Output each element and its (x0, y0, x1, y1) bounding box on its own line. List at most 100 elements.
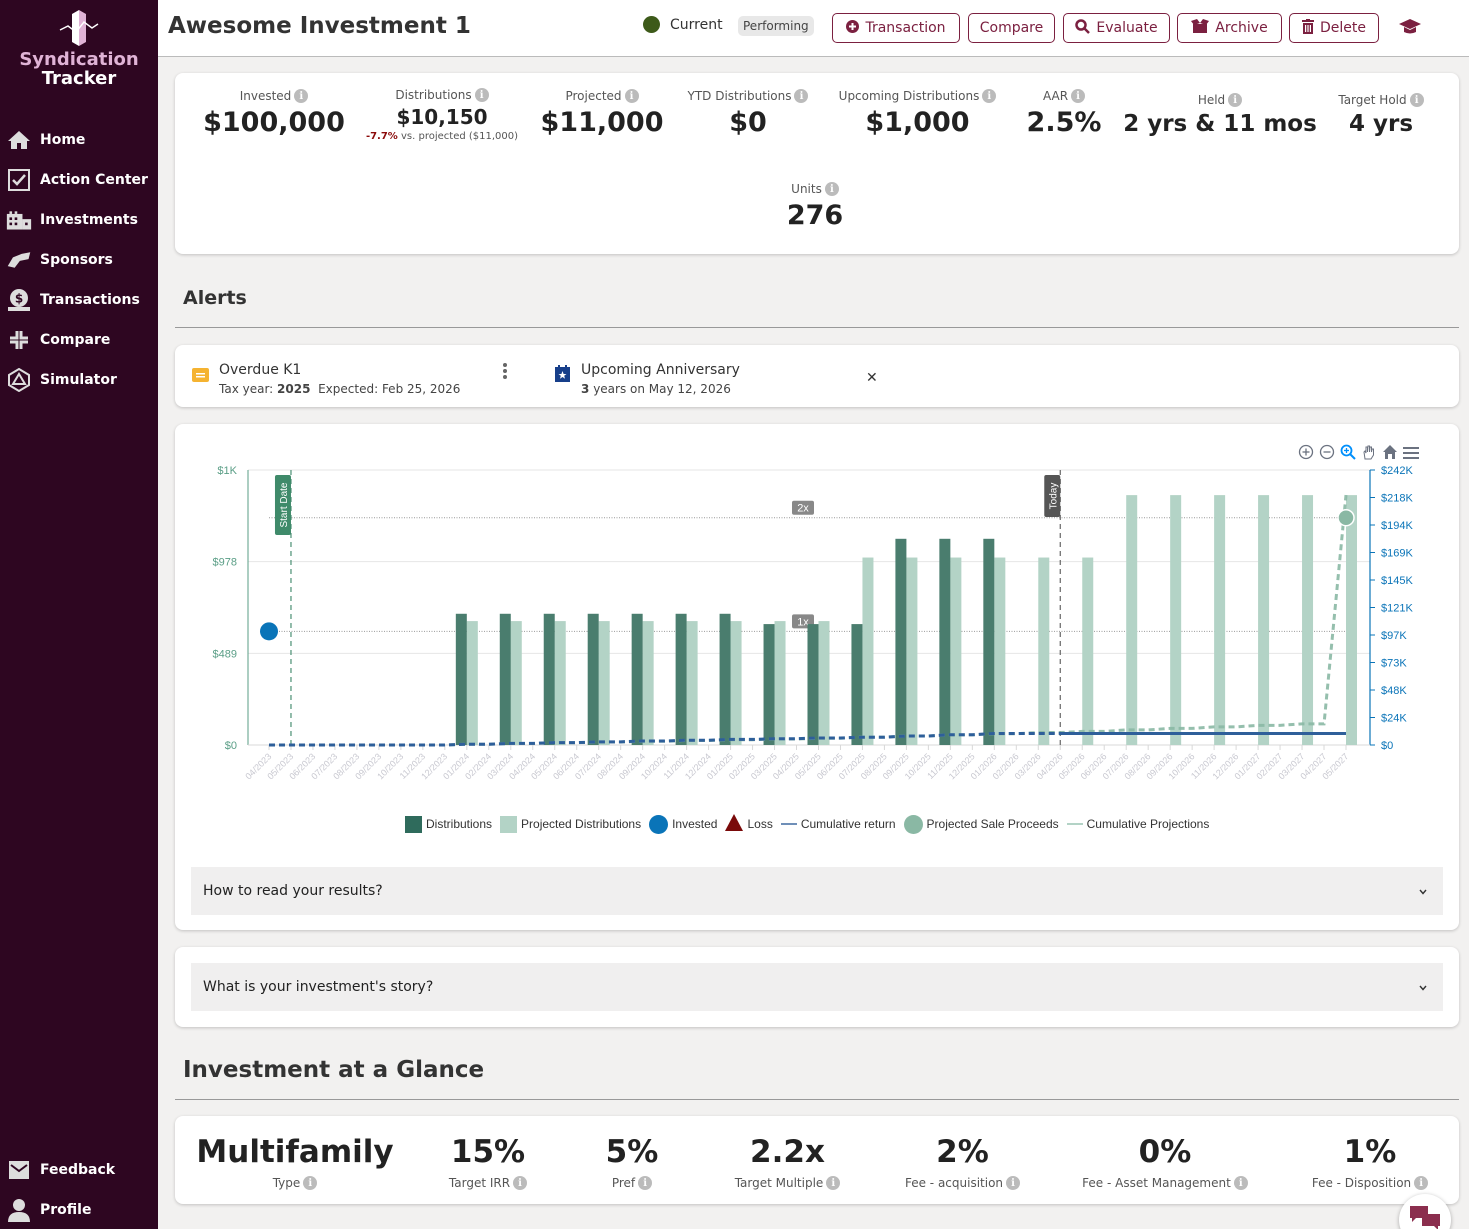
legend-line-icon (1066, 823, 1083, 825)
status-label: Current (670, 16, 723, 33)
stat-value: $11,000 (540, 107, 664, 138)
sidebar-nav: Home Action Center Investments Sponsors … (0, 120, 158, 400)
alert-overdue-k1[interactable]: Overdue K1 Tax year: 2025 Expected: Feb … (219, 362, 460, 396)
calendar-star-icon (555, 365, 570, 386)
info-icon[interactable]: i (624, 89, 639, 103)
kebab-menu-icon[interactable] (502, 362, 508, 384)
distribution-bar (543, 613, 555, 745)
distribution-bar (763, 624, 775, 745)
info-icon[interactable]: i (826, 1176, 841, 1190)
selection-zoom-icon[interactable] (1340, 444, 1356, 464)
info-icon[interactable]: i (294, 89, 309, 103)
legend-distributions[interactable]: Distributions (405, 815, 492, 833)
sidebar-item-transactions[interactable]: $ Transactions (0, 280, 158, 320)
sidebar-item-simulator[interactable]: Simulator (0, 360, 158, 400)
reset-home-icon[interactable] (1382, 444, 1398, 464)
glance-fee-disposition: 1% Fee - Disposition i (1295, 1130, 1445, 1190)
accordion-investment-story[interactable]: What is your investment's story? (191, 963, 1443, 1011)
annotation-label: Start Date (279, 482, 290, 527)
info-icon[interactable]: i (1414, 1176, 1429, 1190)
sidebar-item-compare[interactable]: Compare (0, 320, 158, 360)
right-axis-tick-label: $24K (1381, 713, 1407, 725)
info-icon[interactable]: i (1071, 89, 1086, 103)
checkbox-icon (6, 168, 32, 192)
glance-heading: Investment at a Glance (183, 1057, 485, 1083)
start-date-annotation: Start Date (274, 475, 291, 535)
info-icon[interactable]: i (1409, 93, 1424, 107)
info-icon[interactable]: i (794, 89, 809, 103)
close-alert-button[interactable]: ✕ (866, 370, 878, 386)
transaction-button-label: Transaction (865, 20, 946, 36)
legend-label: Cumulative return (800, 817, 896, 831)
legend-projected-sale-proceeds[interactable]: Projected Sale Proceeds (903, 814, 1059, 834)
sidebar-item-label: Home (40, 132, 86, 148)
glance-value: 1% (1343, 1134, 1397, 1170)
info-icon[interactable]: i (303, 1176, 318, 1190)
info-icon[interactable]: i (1006, 1176, 1021, 1190)
stat-label: Held (1197, 93, 1226, 107)
glance-label: Pref (611, 1176, 636, 1190)
sidebar-item-home[interactable]: Home (0, 120, 158, 160)
info-icon[interactable]: i (513, 1176, 528, 1190)
distribution-bar (895, 538, 907, 745)
right-axis-tick-label: $145K (1381, 575, 1413, 587)
stat-target-hold: Target Hold i 4 yrs (1315, 93, 1447, 137)
stat-invested: Invested i $100,000 (189, 89, 359, 138)
pan-hand-icon[interactable] (1361, 444, 1377, 464)
legend-label: Invested (672, 817, 718, 831)
chart-menu-icon[interactable] (1403, 445, 1419, 464)
projected-distribution-bar (862, 557, 874, 745)
compare-button[interactable]: Compare (968, 13, 1055, 43)
status-dot-icon (643, 16, 660, 33)
zoom-in-icon[interactable] (1298, 444, 1314, 464)
legend-cumulative-projections[interactable]: Cumulative Projections (1066, 817, 1209, 831)
logo[interactable]: Syndication Tracker (0, 10, 158, 88)
chat-button[interactable] (1399, 1194, 1451, 1229)
home-icon (6, 128, 32, 152)
glance-target-multiple: 2.2x Target Multiple i (715, 1130, 860, 1190)
delete-button[interactable]: Delete (1289, 13, 1379, 43)
alert-upcoming-anniversary[interactable]: Upcoming Anniversary 3 years on May 12, … (581, 362, 740, 396)
accordion-title: How to read your results? (203, 883, 383, 899)
glance-label: Fee - Asset Management (1082, 1176, 1231, 1190)
legend-projected-distributions[interactable]: Projected Distributions (500, 815, 641, 833)
glance-value: 2.2x (750, 1134, 825, 1170)
chevron-down-icon (1419, 883, 1427, 899)
dice-icon (6, 368, 32, 392)
projected-distribution-bar (730, 621, 742, 745)
legend-cumulative-return[interactable]: Cumulative return (780, 817, 896, 831)
sidebar-item-profile[interactable]: Profile (0, 1190, 158, 1229)
sidebar-item-feedback[interactable]: Feedback (0, 1150, 158, 1190)
projected-distribution-bar (950, 557, 962, 745)
stat-distributions: Distributions i $10,150 -7.7% vs. project… (355, 88, 529, 142)
transaction-button[interactable]: Transaction (832, 13, 960, 43)
legend-loss[interactable]: Loss (725, 814, 773, 834)
sidebar-item-sponsors[interactable]: Sponsors (0, 240, 158, 280)
info-icon[interactable]: i (824, 182, 839, 196)
info-icon[interactable]: i (638, 1176, 653, 1190)
archive-button[interactable]: Archive (1177, 13, 1282, 43)
stat-ytd-distributions: YTD Distributions i $0 (675, 89, 821, 138)
zoom-out-icon[interactable] (1319, 444, 1335, 464)
delta-note: vs. projected ($11,000) (401, 131, 519, 142)
evaluate-button[interactable]: Evaluate (1063, 13, 1170, 43)
info-icon[interactable]: i (474, 88, 489, 102)
info-icon[interactable]: i (982, 89, 997, 103)
glance-target-irr: 15% Target IRR i (428, 1130, 548, 1190)
alert-title: Upcoming Anniversary (581, 362, 740, 378)
projected-distribution-bar (818, 621, 830, 745)
stat-label: Units (791, 182, 822, 196)
accordion-how-to-read[interactable]: How to read your results? (191, 867, 1443, 915)
stat-aar: AAR i 2.5% (1011, 89, 1117, 138)
right-axis-tick-label: $97K (1381, 630, 1407, 642)
logo-mark-icon (59, 10, 99, 46)
sidebar-item-action-center[interactable]: Action Center (0, 160, 158, 200)
sidebar-item-investments[interactable]: Investments (0, 200, 158, 240)
sidebar: Syndication Tracker Home Action Center I… (0, 0, 158, 1229)
info-icon[interactable]: i (1233, 1176, 1248, 1190)
info-icon[interactable]: i (1228, 93, 1243, 107)
right-axis-tick-label: $0 (1381, 740, 1393, 752)
glance-label: Target Multiple (734, 1176, 824, 1190)
legend-invested[interactable]: Invested (649, 814, 718, 834)
graduation-cap-icon[interactable] (1399, 19, 1421, 39)
